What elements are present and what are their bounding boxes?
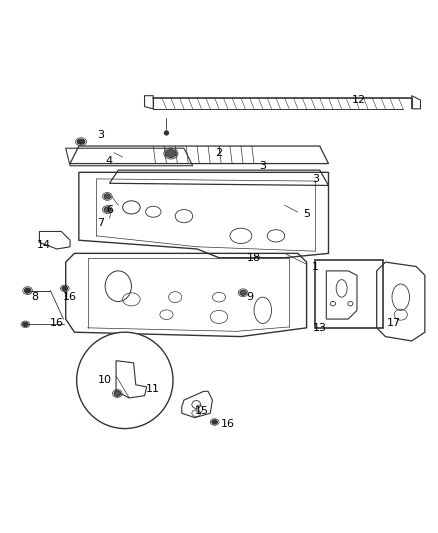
Text: 4: 4 <box>106 156 113 166</box>
Ellipse shape <box>114 391 120 397</box>
Text: 7: 7 <box>97 217 104 228</box>
Text: 17: 17 <box>387 318 401 328</box>
Text: 14: 14 <box>37 240 51 249</box>
Text: 8: 8 <box>32 292 39 302</box>
Text: 6: 6 <box>106 205 113 215</box>
Text: 12: 12 <box>352 95 366 105</box>
Ellipse shape <box>104 207 110 212</box>
Ellipse shape <box>23 322 28 327</box>
Ellipse shape <box>62 286 67 290</box>
Text: 10: 10 <box>98 375 112 385</box>
Text: 16: 16 <box>63 292 77 302</box>
Text: 16: 16 <box>50 318 64 328</box>
Text: 11: 11 <box>146 384 160 394</box>
Ellipse shape <box>240 290 246 295</box>
Text: 1: 1 <box>312 262 319 271</box>
Ellipse shape <box>77 139 85 144</box>
Text: 5: 5 <box>303 209 310 219</box>
Bar <box>315 260 383 328</box>
Text: 3: 3 <box>259 161 266 171</box>
Ellipse shape <box>212 420 217 424</box>
Text: 9: 9 <box>246 292 253 302</box>
Text: 15: 15 <box>194 406 208 416</box>
Ellipse shape <box>164 131 169 135</box>
Text: 16: 16 <box>221 419 235 429</box>
Text: 3: 3 <box>97 130 104 140</box>
Ellipse shape <box>104 194 110 199</box>
Ellipse shape <box>166 150 176 157</box>
Text: 3: 3 <box>312 174 319 184</box>
Text: 18: 18 <box>247 253 261 263</box>
Text: 2: 2 <box>215 148 223 158</box>
Text: 13: 13 <box>313 323 327 333</box>
Circle shape <box>77 332 173 429</box>
Ellipse shape <box>25 288 31 293</box>
